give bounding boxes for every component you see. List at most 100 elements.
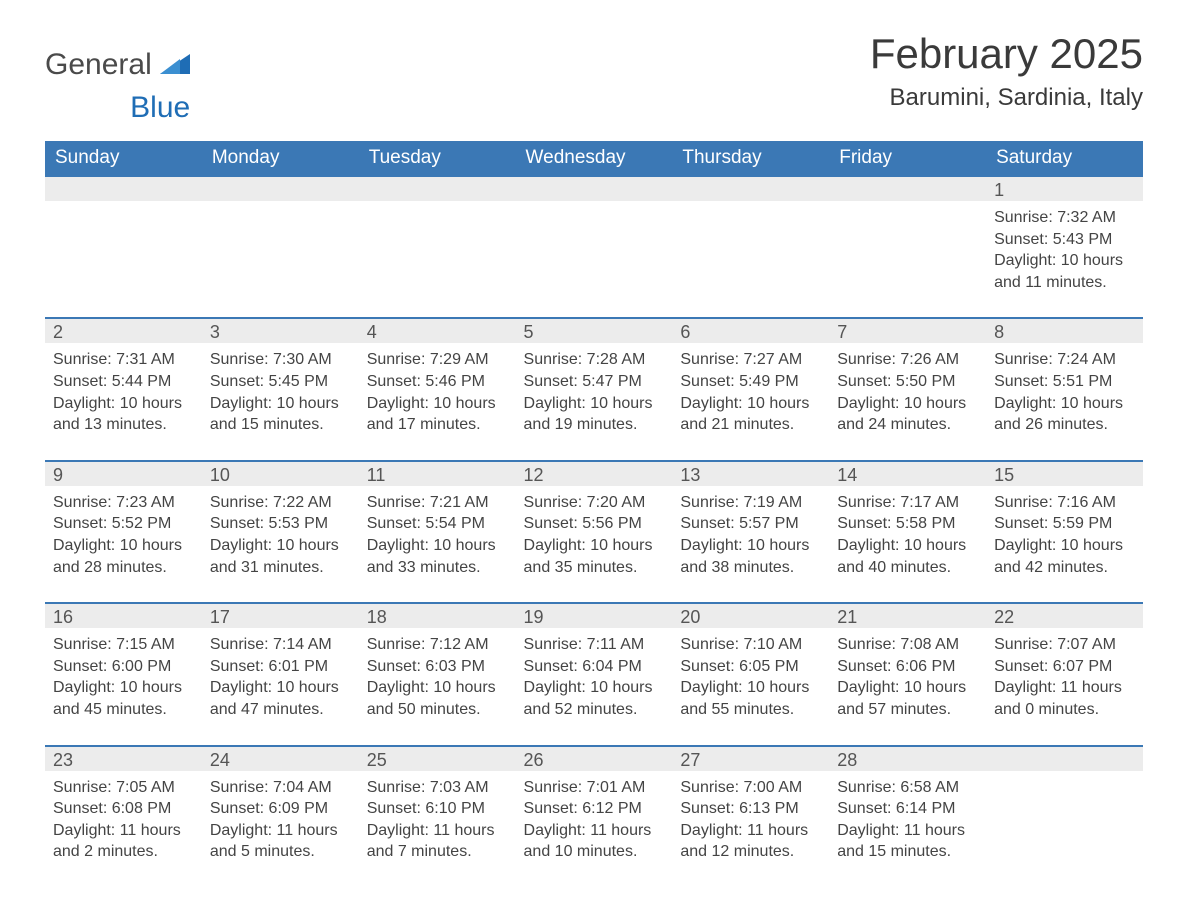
calendar-body: 1Sunrise: 7:32 AMSunset: 5:43 PMDaylight… (45, 175, 1143, 887)
day-details: Sunrise: 7:07 AMSunset: 6:07 PMDaylight:… (986, 628, 1143, 744)
daylight-text: Daylight: 10 hours and 55 minutes. (680, 677, 821, 720)
day-details: Sunrise: 6:58 AMSunset: 6:14 PMDaylight:… (829, 771, 986, 887)
day-cell: 15Sunrise: 7:16 AMSunset: 5:59 PMDayligh… (986, 460, 1143, 602)
sunrise-text: Sunrise: 7:16 AM (994, 492, 1135, 514)
sunrise-text: Sunrise: 7:22 AM (210, 492, 351, 514)
sunrise-text: Sunrise: 7:15 AM (53, 634, 194, 656)
sunrise-text: Sunrise: 7:07 AM (994, 634, 1135, 656)
sunrise-text: Sunrise: 7:27 AM (680, 349, 821, 371)
sunset-text: Sunset: 5:54 PM (367, 513, 508, 535)
day-number (829, 175, 986, 201)
day-details: Sunrise: 7:11 AMSunset: 6:04 PMDaylight:… (516, 628, 673, 744)
day-cell (45, 175, 202, 317)
day-header-monday: Monday (202, 141, 359, 175)
sunset-text: Sunset: 5:53 PM (210, 513, 351, 535)
day-header-tuesday: Tuesday (359, 141, 516, 175)
header: General Blue February 2025 Barumini, Sar… (45, 30, 1143, 123)
sunrise-text: Sunrise: 7:00 AM (680, 777, 821, 799)
day-details (672, 201, 829, 299)
day-cell: 3Sunrise: 7:30 AMSunset: 5:45 PMDaylight… (202, 317, 359, 459)
daylight-text: Daylight: 10 hours and 21 minutes. (680, 393, 821, 436)
sunrise-text: Sunrise: 7:04 AM (210, 777, 351, 799)
day-number: 26 (516, 745, 673, 771)
day-cell: 21Sunrise: 7:08 AMSunset: 6:06 PMDayligh… (829, 602, 986, 744)
title-block: February 2025 Barumini, Sardinia, Italy (870, 30, 1143, 112)
sunset-text: Sunset: 6:13 PM (680, 798, 821, 820)
day-cell: 22Sunrise: 7:07 AMSunset: 6:07 PMDayligh… (986, 602, 1143, 744)
daylight-text: Daylight: 10 hours and 52 minutes. (524, 677, 665, 720)
daylight-text: Daylight: 11 hours and 12 minutes. (680, 820, 821, 863)
sunset-text: Sunset: 5:52 PM (53, 513, 194, 535)
sunset-text: Sunset: 6:00 PM (53, 656, 194, 678)
day-number (359, 175, 516, 201)
sunset-text: Sunset: 5:44 PM (53, 371, 194, 393)
day-details: Sunrise: 7:15 AMSunset: 6:00 PMDaylight:… (45, 628, 202, 744)
sunset-text: Sunset: 5:49 PM (680, 371, 821, 393)
sunset-text: Sunset: 5:50 PM (837, 371, 978, 393)
daylight-text: Daylight: 11 hours and 0 minutes. (994, 677, 1135, 720)
day-number: 20 (672, 602, 829, 628)
sunrise-text: Sunrise: 7:10 AM (680, 634, 821, 656)
day-number: 15 (986, 460, 1143, 486)
day-details: Sunrise: 7:24 AMSunset: 5:51 PMDaylight:… (986, 343, 1143, 459)
day-number (45, 175, 202, 201)
day-cell: 25Sunrise: 7:03 AMSunset: 6:10 PMDayligh… (359, 745, 516, 887)
daylight-text: Daylight: 10 hours and 50 minutes. (367, 677, 508, 720)
month-title: February 2025 (870, 30, 1143, 78)
day-details: Sunrise: 7:12 AMSunset: 6:03 PMDaylight:… (359, 628, 516, 744)
day-number: 12 (516, 460, 673, 486)
sunrise-text: Sunrise: 7:05 AM (53, 777, 194, 799)
daylight-text: Daylight: 10 hours and 33 minutes. (367, 535, 508, 578)
day-details: Sunrise: 7:16 AMSunset: 5:59 PMDaylight:… (986, 486, 1143, 602)
day-number: 22 (986, 602, 1143, 628)
day-number: 18 (359, 602, 516, 628)
daylight-text: Daylight: 10 hours and 24 minutes. (837, 393, 978, 436)
day-cell: 5Sunrise: 7:28 AMSunset: 5:47 PMDaylight… (516, 317, 673, 459)
sunset-text: Sunset: 6:03 PM (367, 656, 508, 678)
day-number: 14 (829, 460, 986, 486)
day-header-saturday: Saturday (986, 141, 1143, 175)
day-details: Sunrise: 7:05 AMSunset: 6:08 PMDaylight:… (45, 771, 202, 887)
sunrise-text: Sunrise: 7:20 AM (524, 492, 665, 514)
daylight-text: Daylight: 10 hours and 57 minutes. (837, 677, 978, 720)
day-header-row: Sunday Monday Tuesday Wednesday Thursday… (45, 141, 1143, 175)
day-number: 9 (45, 460, 202, 486)
day-number: 24 (202, 745, 359, 771)
sunset-text: Sunset: 5:56 PM (524, 513, 665, 535)
day-cell (359, 175, 516, 317)
day-cell: 24Sunrise: 7:04 AMSunset: 6:09 PMDayligh… (202, 745, 359, 887)
sunrise-text: Sunrise: 7:24 AM (994, 349, 1135, 371)
sunrise-text: Sunrise: 7:32 AM (994, 207, 1135, 229)
day-details: Sunrise: 7:31 AMSunset: 5:44 PMDaylight:… (45, 343, 202, 459)
sunset-text: Sunset: 6:04 PM (524, 656, 665, 678)
sunset-text: Sunset: 5:43 PM (994, 229, 1135, 251)
day-details: Sunrise: 7:26 AMSunset: 5:50 PMDaylight:… (829, 343, 986, 459)
location-subtitle: Barumini, Sardinia, Italy (870, 84, 1143, 112)
sunrise-text: Sunrise: 7:12 AM (367, 634, 508, 656)
daylight-text: Daylight: 11 hours and 10 minutes. (524, 820, 665, 863)
day-cell (516, 175, 673, 317)
day-details (516, 201, 673, 299)
day-cell: 13Sunrise: 7:19 AMSunset: 5:57 PMDayligh… (672, 460, 829, 602)
sunset-text: Sunset: 5:51 PM (994, 371, 1135, 393)
day-number (516, 175, 673, 201)
sunrise-text: Sunrise: 7:31 AM (53, 349, 194, 371)
week-row: 16Sunrise: 7:15 AMSunset: 6:00 PMDayligh… (45, 602, 1143, 744)
sunrise-text: Sunrise: 7:01 AM (524, 777, 665, 799)
calendar-table: Sunday Monday Tuesday Wednesday Thursday… (45, 141, 1143, 887)
day-details: Sunrise: 7:01 AMSunset: 6:12 PMDaylight:… (516, 771, 673, 887)
week-row: 9Sunrise: 7:23 AMSunset: 5:52 PMDaylight… (45, 460, 1143, 602)
day-cell: 8Sunrise: 7:24 AMSunset: 5:51 PMDaylight… (986, 317, 1143, 459)
day-cell: 19Sunrise: 7:11 AMSunset: 6:04 PMDayligh… (516, 602, 673, 744)
day-number (202, 175, 359, 201)
sunset-text: Sunset: 5:58 PM (837, 513, 978, 535)
day-details: Sunrise: 7:04 AMSunset: 6:09 PMDaylight:… (202, 771, 359, 887)
day-details: Sunrise: 7:23 AMSunset: 5:52 PMDaylight:… (45, 486, 202, 602)
day-number: 16 (45, 602, 202, 628)
day-number: 21 (829, 602, 986, 628)
day-details: Sunrise: 7:08 AMSunset: 6:06 PMDaylight:… (829, 628, 986, 744)
sunrise-text: Sunrise: 7:23 AM (53, 492, 194, 514)
day-number: 5 (516, 317, 673, 343)
logo-word-blue: Blue (45, 93, 190, 123)
daylight-text: Daylight: 10 hours and 15 minutes. (210, 393, 351, 436)
